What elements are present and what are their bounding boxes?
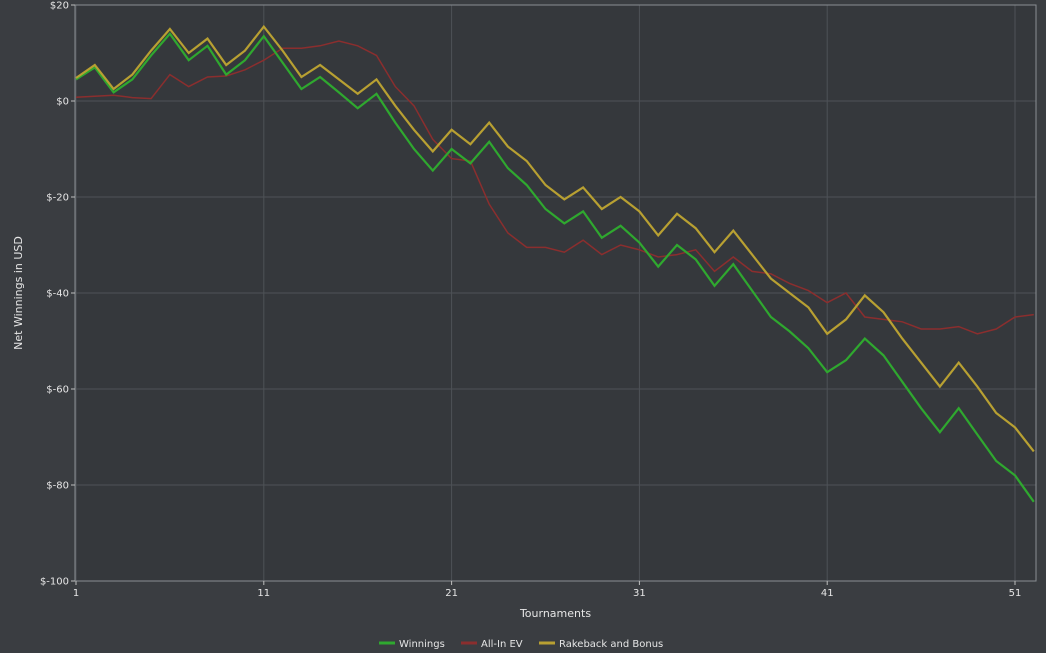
y-tick-label: $-20 xyxy=(46,193,69,204)
y-tick-label: $-60 xyxy=(46,385,69,396)
y-axis-title: Net Winnings in USD xyxy=(12,236,25,350)
y-tick-label: $-80 xyxy=(46,481,69,492)
legend-label: Rakeback and Bonus xyxy=(559,639,663,650)
x-tick-label: 1 xyxy=(73,588,79,599)
series-line-all-in-ev xyxy=(75,40,1034,335)
y-tick-label: $-100 xyxy=(40,577,69,588)
y-tick-label: $0 xyxy=(56,97,69,108)
x-tick-label: 21 xyxy=(445,588,458,599)
x-tick-label: 41 xyxy=(821,588,834,599)
x-tick-label: 51 xyxy=(1009,588,1022,599)
legend-item: All-In EV xyxy=(461,639,523,650)
series-line-winnings xyxy=(75,32,1035,503)
y-tick-label: $-40 xyxy=(46,289,69,300)
y-tick-label: $20 xyxy=(50,1,69,12)
x-tick-label: 11 xyxy=(257,588,270,599)
series-line-rakeback-and-bonus xyxy=(75,24,1035,453)
legend-label: Winnings xyxy=(399,639,445,650)
legend-label: All-In EV xyxy=(481,639,523,650)
x-tick-label: 31 xyxy=(633,588,646,599)
series-lines xyxy=(75,24,1035,503)
legend-item: Rakeback and Bonus xyxy=(539,639,663,650)
legend-item: Winnings xyxy=(379,639,445,650)
legend: Winnings All-In EV Rakeback and Bonus xyxy=(379,639,663,650)
x-axis-title: Tournaments xyxy=(519,607,591,620)
